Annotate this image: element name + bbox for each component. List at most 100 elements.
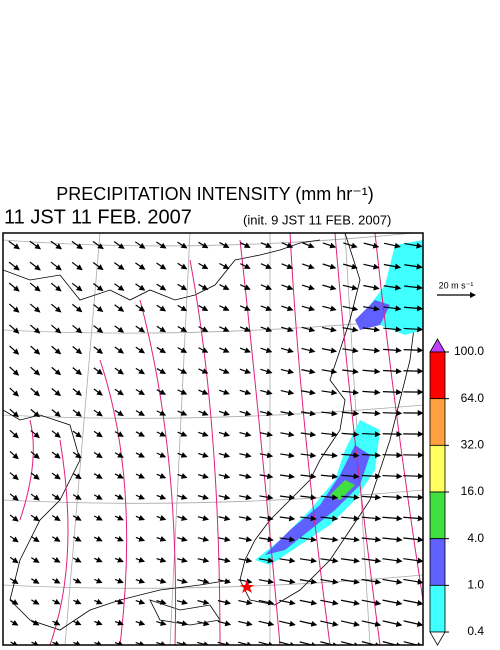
wind-arrow [322,326,337,333]
wind-arrow [280,452,295,459]
wind-arrow [258,599,275,606]
wind-arrow [72,536,82,542]
wind-arrow [52,619,61,626]
wind-arrow [238,536,253,543]
wind-arrow [197,641,210,645]
wind-arrow [301,368,316,375]
wind-arrow [114,409,124,417]
wind-arrow [300,473,317,480]
wind-arrow [403,347,423,354]
wind-arrow [135,367,145,375]
wind-arrow [320,473,339,480]
wind-arrow [218,389,230,395]
wind-arrow [299,578,318,585]
wind-arrow [403,578,423,585]
wind-arrow [156,283,167,291]
wind-arrow [114,346,124,354]
wind-arrow [94,598,103,605]
wind-arrow [73,598,82,605]
wind-arrow [239,347,251,353]
wind-arrow [281,263,294,270]
wind-arrow [198,305,209,311]
wind-arrow [279,536,296,543]
wind-arrow [342,305,359,312]
wind-arrow [135,304,146,312]
colorbar-segment [429,351,446,400]
wind-arrow [340,641,360,645]
isobar [289,233,331,645]
wind-arrow [260,263,272,269]
wind-arrow [31,578,40,584]
wind-arrow [383,263,402,270]
wind-arrow [50,303,62,313]
wind-arrow [218,536,231,543]
wind-arrow [9,366,20,376]
wind-arrow [260,305,273,311]
wind-arrow [259,431,273,438]
wind-arrow [403,515,423,522]
wind-arrow [239,326,251,332]
wind-arrow [72,367,82,376]
wind-arrow [340,578,360,585]
map-frame [2,232,424,646]
wind-arrow [30,557,40,563]
wind-arrow [176,641,189,645]
wind-arrow [280,410,295,417]
wind-arrow [51,536,61,542]
wind-arrow [51,451,61,459]
wind-arrow [156,620,167,626]
wind-arrow [361,536,382,543]
wind-arrow [403,536,423,543]
wind-arrow [279,578,296,585]
wind-arrow [361,452,381,459]
wind-arrow [51,409,61,417]
wind-arrow [382,452,403,459]
wind-arrow [342,347,359,354]
wind-arrow [340,620,360,627]
lon-line [64,233,101,645]
wind-arrow [341,389,360,396]
wind-arrow [403,494,423,501]
wind-arrow [239,452,252,459]
wind-arrow [156,325,167,333]
wind-arrow [239,368,252,374]
wind-arrow [156,431,167,437]
wind-arrow [382,557,403,564]
wind-arrow [93,388,103,396]
wind-arrow [219,326,230,332]
isobar [139,299,177,645]
colorbar-segment [429,444,446,493]
wind-arrow [51,324,62,334]
wind-arrow [156,241,167,249]
colorbar-segment [429,491,446,540]
wind-arrow [238,494,252,501]
wind-arrow [340,557,360,564]
wind-arrow [113,241,125,249]
wind-arrow [114,598,124,605]
wind-arrow [279,599,296,606]
wind-arrow [114,452,124,458]
wind-arrow [258,620,275,627]
wind-arrow [300,515,317,522]
wind-arrow [29,240,41,250]
wind-arrow [198,452,209,458]
colorbar-label: 1.0 [467,578,484,592]
wind-arrow [258,578,275,585]
wind-arrow [301,389,316,396]
wind-arrow [176,620,189,626]
colorbar: 100.0 64.0 32.0 16.0 4.0 1.0 0.4 [429,338,485,646]
wind-arrow [217,578,231,585]
wind-arrow [50,282,62,292]
wind-arrow [363,263,380,270]
wind-arrow [31,598,40,605]
wind-arrow [403,305,423,312]
wind-arrow [218,494,231,501]
wind-arrow [259,536,274,543]
wind-arrow [322,284,337,291]
wind-arrow [320,494,339,501]
wind-arrow [403,557,423,564]
wind-arrow [363,305,380,312]
wind-arrow [279,641,296,645]
wind-arrow [177,473,188,479]
colorbar-label: 16.0 [461,484,485,498]
